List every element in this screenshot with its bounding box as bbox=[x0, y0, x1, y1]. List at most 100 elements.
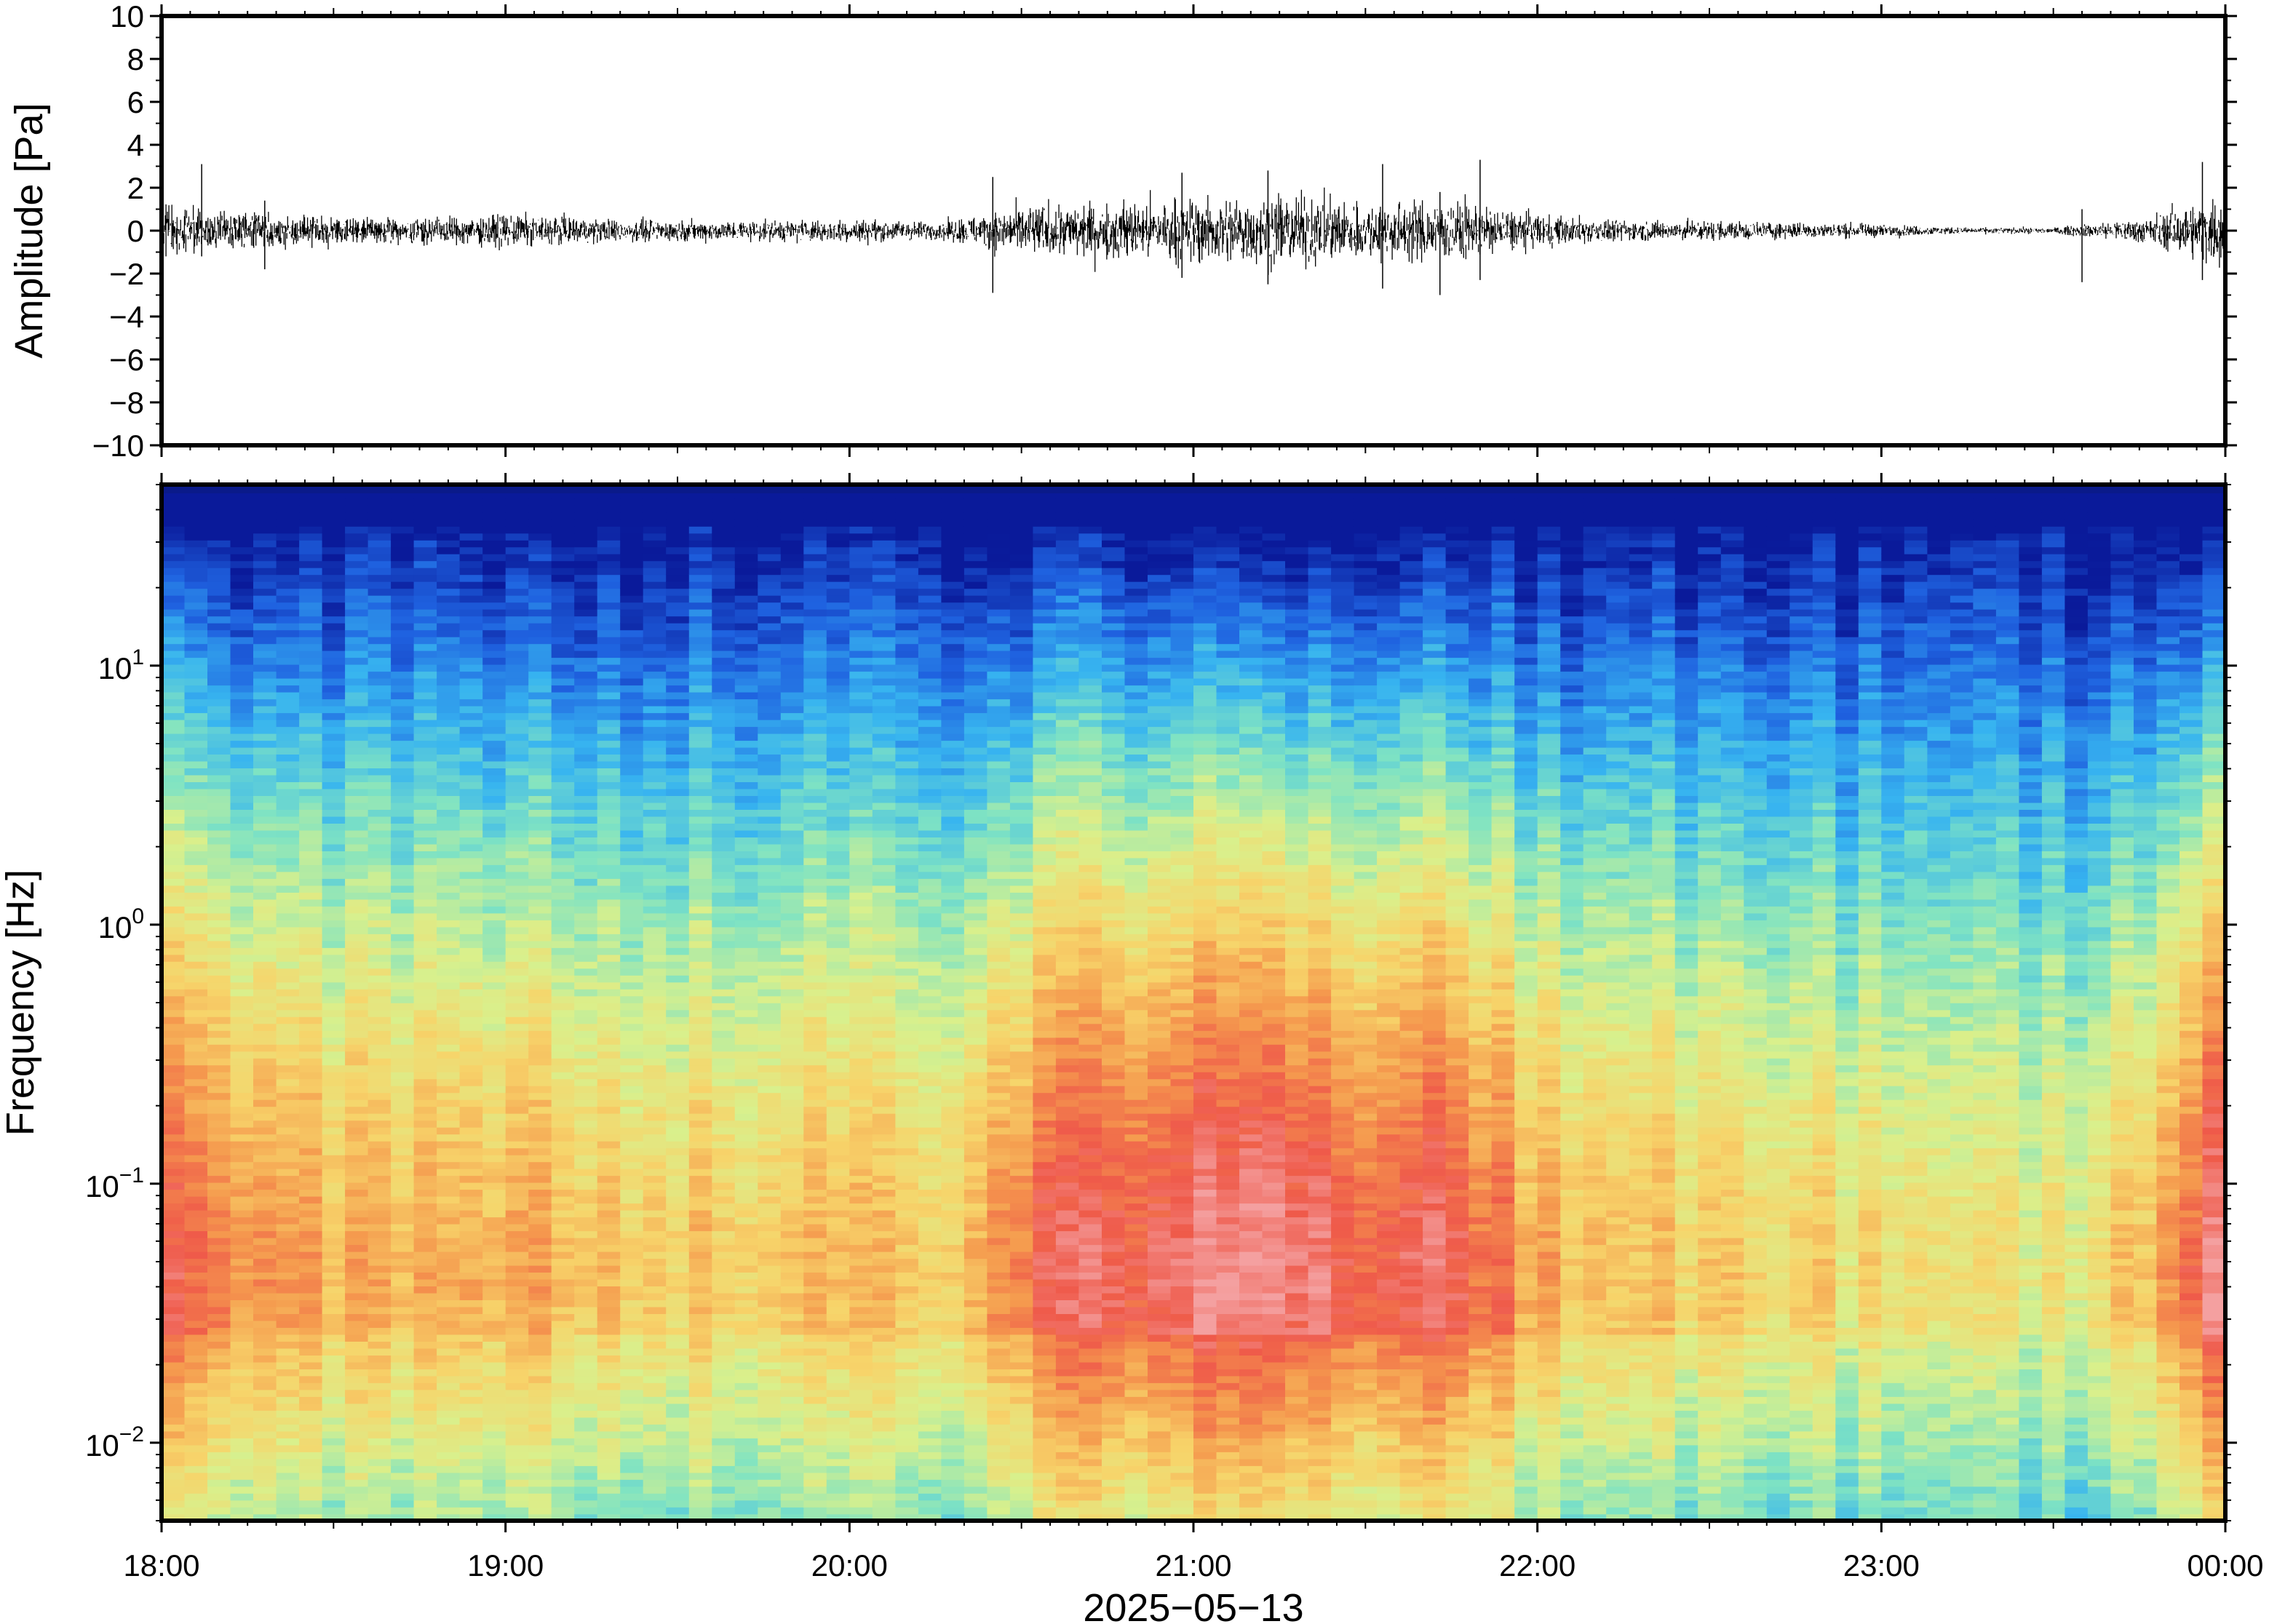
spectrogram-cell bbox=[666, 1003, 690, 1011]
spectrogram-cell bbox=[528, 1223, 552, 1232]
spectrogram-cell bbox=[712, 691, 736, 700]
spectrogram-cell bbox=[184, 622, 208, 631]
spectrogram-cell bbox=[437, 1134, 461, 1142]
spectrogram-cell bbox=[184, 947, 208, 955]
spectrogram-cell bbox=[849, 1112, 873, 1121]
spectrogram-cell bbox=[597, 650, 621, 658]
spectrogram-cell bbox=[643, 1306, 667, 1314]
spectrogram-cell bbox=[758, 1016, 782, 1024]
spectrogram-cell bbox=[826, 871, 851, 879]
spectrogram-cell bbox=[803, 691, 827, 700]
spectrogram-cell bbox=[712, 747, 736, 755]
spectrogram-cell bbox=[597, 1182, 621, 1190]
spectrogram-cell bbox=[367, 1472, 392, 1480]
spectrogram-cell bbox=[643, 1044, 667, 1052]
spectrogram-cell bbox=[299, 608, 323, 617]
spectrogram-cell bbox=[528, 733, 552, 741]
spectrogram-cell bbox=[322, 546, 346, 554]
spectrogram-cell bbox=[712, 733, 736, 741]
spectrogram-cell bbox=[505, 602, 529, 610]
spectrogram-cell bbox=[459, 843, 483, 851]
spectrogram-cell bbox=[437, 1500, 461, 1508]
spectrogram-cell bbox=[551, 1313, 575, 1321]
spectrogram-cell bbox=[184, 505, 208, 513]
spectrogram-cell bbox=[482, 685, 506, 693]
spectrogram-cell bbox=[734, 795, 759, 803]
spectrogram-cell bbox=[666, 760, 690, 768]
spectrogram-cell bbox=[688, 851, 713, 859]
spectrogram-cell bbox=[712, 816, 736, 824]
spectrogram-cell bbox=[758, 788, 782, 796]
spectrogram-cell bbox=[207, 1126, 231, 1135]
spectrogram-cell bbox=[734, 1217, 759, 1225]
spectrogram-cell bbox=[643, 1182, 667, 1190]
spectrogram-cell bbox=[345, 539, 369, 548]
spectrogram-cell bbox=[826, 1396, 851, 1404]
spectrogram-cell bbox=[643, 1258, 667, 1266]
spectrogram-cell bbox=[184, 1507, 208, 1515]
spectrogram-cell bbox=[849, 802, 873, 810]
spectrogram-cell bbox=[276, 1003, 300, 1011]
spectrogram-cell bbox=[666, 588, 690, 596]
spectrogram-cell bbox=[345, 1140, 369, 1149]
spectrogram-cell bbox=[322, 857, 346, 865]
spectrogram-cell bbox=[620, 1327, 644, 1335]
spectrogram-cell bbox=[276, 740, 300, 748]
spectrogram-cell bbox=[459, 602, 483, 610]
spectrogram-cell bbox=[780, 795, 805, 803]
spectrogram-cell bbox=[734, 1472, 759, 1480]
spectrogram-cell bbox=[482, 851, 506, 859]
spectrogram-cell bbox=[413, 1430, 437, 1438]
spectrogram-cell bbox=[482, 920, 506, 928]
spectrogram-cell bbox=[688, 622, 713, 631]
spectrogram-cell bbox=[780, 1299, 805, 1307]
spectrogram-cell bbox=[413, 940, 437, 948]
spectrogram-cell bbox=[437, 636, 461, 645]
spectrogram-cell bbox=[437, 760, 461, 768]
spectrogram-cell bbox=[643, 878, 667, 886]
spectrogram-cell bbox=[299, 691, 323, 700]
spectrogram-cell bbox=[666, 1030, 690, 1038]
spectrogram-cell bbox=[620, 747, 644, 755]
spectrogram-cell bbox=[780, 1306, 805, 1314]
spectrogram-cell bbox=[872, 643, 897, 651]
spectrogram-cell bbox=[872, 1306, 897, 1314]
spectrogram-cell bbox=[688, 1154, 713, 1163]
spectrogram-cell bbox=[413, 1306, 437, 1314]
spectrogram-cell bbox=[826, 823, 851, 831]
spectrogram-cell bbox=[574, 677, 598, 686]
spectrogram-cell bbox=[505, 1334, 529, 1342]
spectrogram-cell bbox=[666, 816, 690, 824]
spectrogram-cell bbox=[207, 1313, 231, 1321]
spectrogram-cell bbox=[574, 795, 598, 803]
amplitude-y-tick-label: 6 bbox=[127, 85, 144, 119]
spectrogram-cell bbox=[162, 912, 186, 920]
spectrogram-cell bbox=[253, 539, 277, 548]
spectrogram-cell bbox=[322, 581, 346, 589]
spectrogram-cell bbox=[207, 1444, 231, 1452]
spectrogram-cell bbox=[666, 1272, 690, 1280]
spectrogram-cell bbox=[276, 712, 300, 720]
spectrogram-cell bbox=[620, 912, 644, 920]
spectrogram-cell bbox=[391, 906, 415, 914]
spectrogram-cell bbox=[367, 809, 392, 817]
spectrogram-cell bbox=[345, 1092, 369, 1100]
spectrogram-cell bbox=[253, 1016, 277, 1024]
spectrogram-cell bbox=[253, 677, 277, 686]
spectrogram-cell bbox=[712, 1189, 736, 1197]
spectrogram-cell bbox=[666, 719, 690, 728]
spectrogram-cell bbox=[459, 740, 483, 748]
spectrogram-cell bbox=[162, 1382, 186, 1390]
spectrogram-cell bbox=[184, 1106, 208, 1114]
spectrogram-cell bbox=[437, 526, 461, 534]
spectrogram-cell bbox=[367, 574, 392, 582]
spectrogram-cell bbox=[184, 1286, 208, 1294]
spectrogram-cell bbox=[230, 539, 254, 548]
spectrogram-cell bbox=[391, 712, 415, 720]
spectrogram-cell bbox=[162, 1306, 186, 1314]
spectrogram-cell bbox=[620, 1251, 644, 1259]
spectrogram-cell bbox=[712, 774, 736, 782]
spectrogram-cell bbox=[597, 1009, 621, 1017]
spectrogram-cell bbox=[413, 616, 437, 624]
spectrogram-cell bbox=[505, 608, 529, 617]
